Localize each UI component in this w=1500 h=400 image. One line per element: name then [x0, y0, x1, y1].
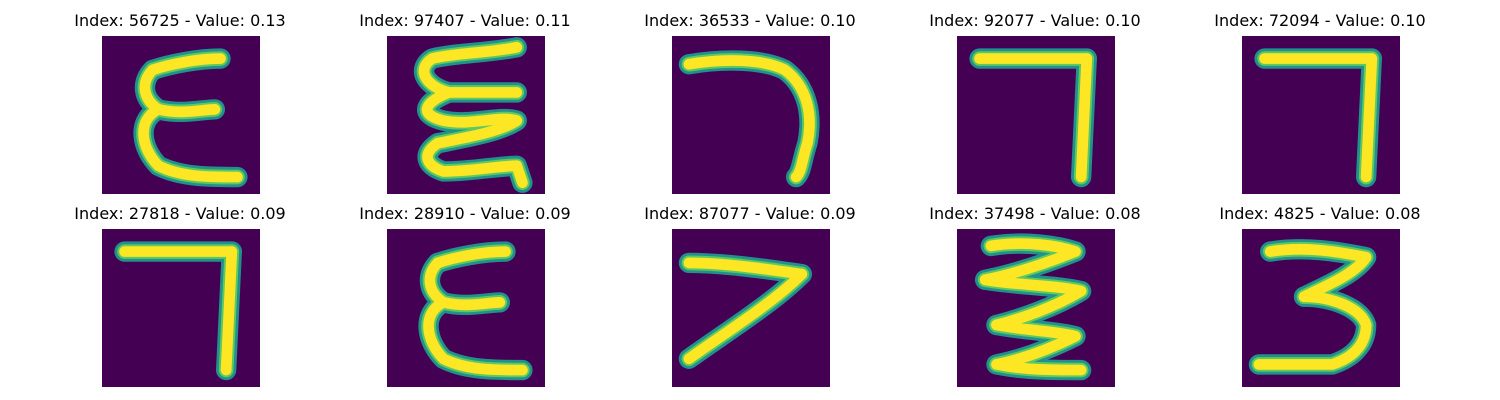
digit-stroke — [226, 252, 232, 370]
digit-stroke — [1081, 59, 1087, 178]
panel-2: Index: 97407 - Value: 0.11 — [335, 10, 595, 200]
panel-title: Index: 27818 - Value: 0.09 — [50, 203, 310, 225]
panel-title: Index: 37498 - Value: 0.08 — [905, 203, 1165, 225]
digit-image — [957, 229, 1115, 387]
panel-title: Index: 56725 - Value: 0.13 — [50, 10, 310, 32]
panel-7: Index: 28910 - Value: 0.09 — [335, 203, 595, 393]
panel-6: Index: 27818 - Value: 0.09 — [50, 203, 310, 393]
panel-3: Index: 36533 - Value: 0.10 — [620, 10, 880, 200]
digit-stroke — [1366, 59, 1372, 178]
digit-image — [672, 36, 830, 194]
panel-title: Index: 72094 - Value: 0.10 — [1190, 10, 1450, 32]
digit-image — [672, 229, 830, 387]
panel-title: Index: 92077 - Value: 0.10 — [905, 10, 1165, 32]
panel-10: Index: 4825 - Value: 0.08 — [1190, 203, 1450, 393]
panel-1: Index: 56725 - Value: 0.13 — [50, 10, 310, 200]
panel-9: Index: 37498 - Value: 0.08 — [905, 203, 1165, 393]
panel-title: Index: 97407 - Value: 0.11 — [335, 10, 595, 32]
digit-image — [1242, 36, 1400, 194]
panel-5: Index: 72094 - Value: 0.10 — [1190, 10, 1450, 200]
digit-image — [1242, 229, 1400, 387]
panel-title: Index: 4825 - Value: 0.08 — [1190, 203, 1450, 225]
panel-8: Index: 87077 - Value: 0.09 — [620, 203, 880, 393]
digit-image — [387, 36, 545, 194]
digit-image — [957, 36, 1115, 194]
panel-title: Index: 36533 - Value: 0.10 — [620, 10, 880, 32]
panel-4: Index: 92077 - Value: 0.10 — [905, 10, 1165, 200]
digit-image — [102, 36, 260, 194]
panel-title: Index: 28910 - Value: 0.09 — [335, 203, 595, 225]
digit-image — [102, 229, 260, 387]
panel-title: Index: 87077 - Value: 0.09 — [620, 203, 880, 225]
digit-image — [387, 229, 545, 387]
